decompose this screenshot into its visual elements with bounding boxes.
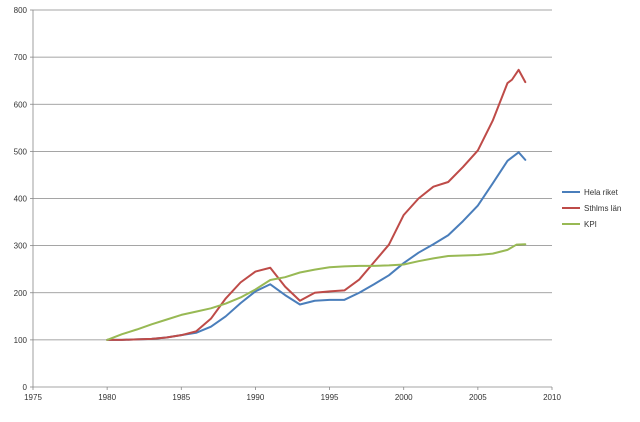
legend-label-2: Sthlms län — [584, 204, 621, 213]
x-tick-label: 2005 — [469, 393, 487, 402]
gridlines — [33, 9, 552, 341]
y-tick-label: 400 — [14, 195, 28, 204]
x-tick-label: 1980 — [98, 393, 116, 402]
y-tick-label: 0 — [23, 383, 28, 392]
axes — [30, 9, 553, 390]
y-tick-label: 700 — [14, 53, 28, 62]
legend: Hela riket Sthlms län KPI — [562, 188, 621, 229]
legend-label-1: Hela riket — [584, 188, 619, 197]
y-tick-label: 500 — [14, 147, 28, 156]
x-tick-label: 2000 — [395, 393, 413, 402]
y-tick-label: 600 — [14, 100, 28, 109]
legend-label-3: KPI — [584, 220, 597, 229]
y-axis-tick-labels: 0 100 200 300 400 500 600 700 800 — [14, 6, 28, 392]
y-tick-label: 100 — [14, 336, 28, 345]
y-tick-label: 800 — [14, 6, 28, 15]
y-tick-label: 200 — [14, 289, 28, 298]
y-tick-label: 300 — [14, 242, 28, 251]
x-tick-label: 1995 — [321, 393, 339, 402]
x-axis-tick-labels: 1975 1980 1985 1990 1995 2000 2005 2010 — [24, 393, 561, 402]
series-line-2 — [106, 68, 527, 341]
series-lines — [106, 68, 527, 341]
x-tick-label: 1985 — [172, 393, 190, 402]
x-tick-label: 1990 — [247, 393, 265, 402]
x-tick-label: 1975 — [24, 393, 42, 402]
series-line-3 — [106, 243, 527, 341]
x-tick-label: 2010 — [543, 393, 561, 402]
